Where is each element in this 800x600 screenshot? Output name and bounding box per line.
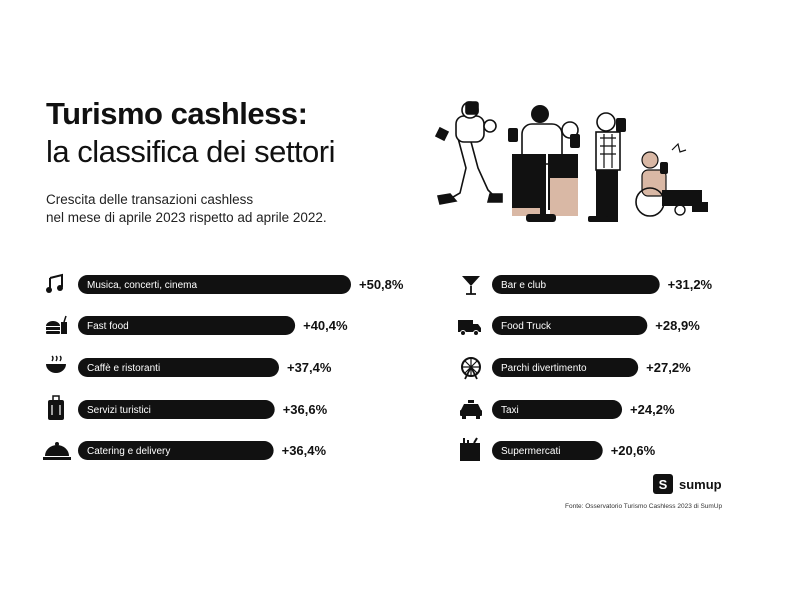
source-note: Fonte: Osservatorio Turismo Cashless 202…	[565, 503, 723, 510]
music-note-icon	[46, 273, 63, 293]
value-label: +24,2%	[630, 402, 675, 417]
bar-label: Taxi	[501, 405, 519, 416]
page-title: Turismo cashless:	[46, 96, 308, 131]
bar	[492, 441, 603, 460]
bar-label: Caffè e ristoranti	[87, 363, 160, 374]
bar	[492, 316, 648, 335]
value-label: +31,2%	[668, 277, 713, 292]
value-label: +40,4%	[303, 318, 348, 333]
value-label: +27,2%	[646, 360, 691, 375]
cocktail-glass-icon	[462, 276, 480, 295]
value-label: +36,4%	[282, 443, 327, 458]
bar	[78, 275, 351, 294]
chart-subtitle: Crescita delle transazioni cashless	[46, 192, 254, 207]
bar-label: Musica, concerti, cinema	[87, 280, 197, 291]
bar	[78, 441, 274, 460]
chart-subtitle-secondary: nel mese di aprile 2023 rispetto ad apri…	[46, 210, 327, 225]
value-label: +28,9%	[655, 318, 700, 333]
sumup-logo-text: sumup	[679, 476, 722, 492]
bar-label: Food Truck	[501, 321, 552, 332]
value-label: +20,6%	[611, 443, 656, 458]
value-label: +36,6%	[283, 402, 328, 417]
sumup-logo: S sumup	[653, 474, 722, 494]
bar-label: Supermercati	[501, 446, 560, 457]
bar	[78, 358, 279, 377]
grocery-bag-icon	[460, 437, 480, 461]
bar-label: Servizi turistici	[87, 405, 151, 416]
bar	[78, 316, 296, 335]
people-with-phones-illustration	[434, 101, 708, 222]
bar	[492, 358, 639, 377]
value-label: +37,4%	[287, 360, 332, 375]
ferris-wheel-icon	[461, 357, 481, 380]
page-title-secondary: la classifica dei settori	[46, 134, 336, 169]
sumup-logo-mark: S	[653, 474, 673, 494]
bar-label: Bar e club	[501, 280, 546, 291]
bar-label: Parchi divertimento	[501, 363, 587, 374]
value-label: +50,8%	[359, 277, 404, 292]
bar	[492, 275, 660, 294]
bar-label: Catering e delivery	[87, 446, 170, 457]
suitcase-icon	[48, 395, 64, 420]
bar	[492, 400, 623, 419]
bar-label: Fast food	[87, 321, 129, 332]
cloche-icon	[43, 442, 71, 460]
bowl-icon	[46, 355, 66, 373]
bar	[78, 400, 275, 419]
taxi-icon	[460, 400, 482, 419]
burger-drink-icon	[46, 315, 67, 334]
food-truck-icon	[458, 320, 481, 336]
